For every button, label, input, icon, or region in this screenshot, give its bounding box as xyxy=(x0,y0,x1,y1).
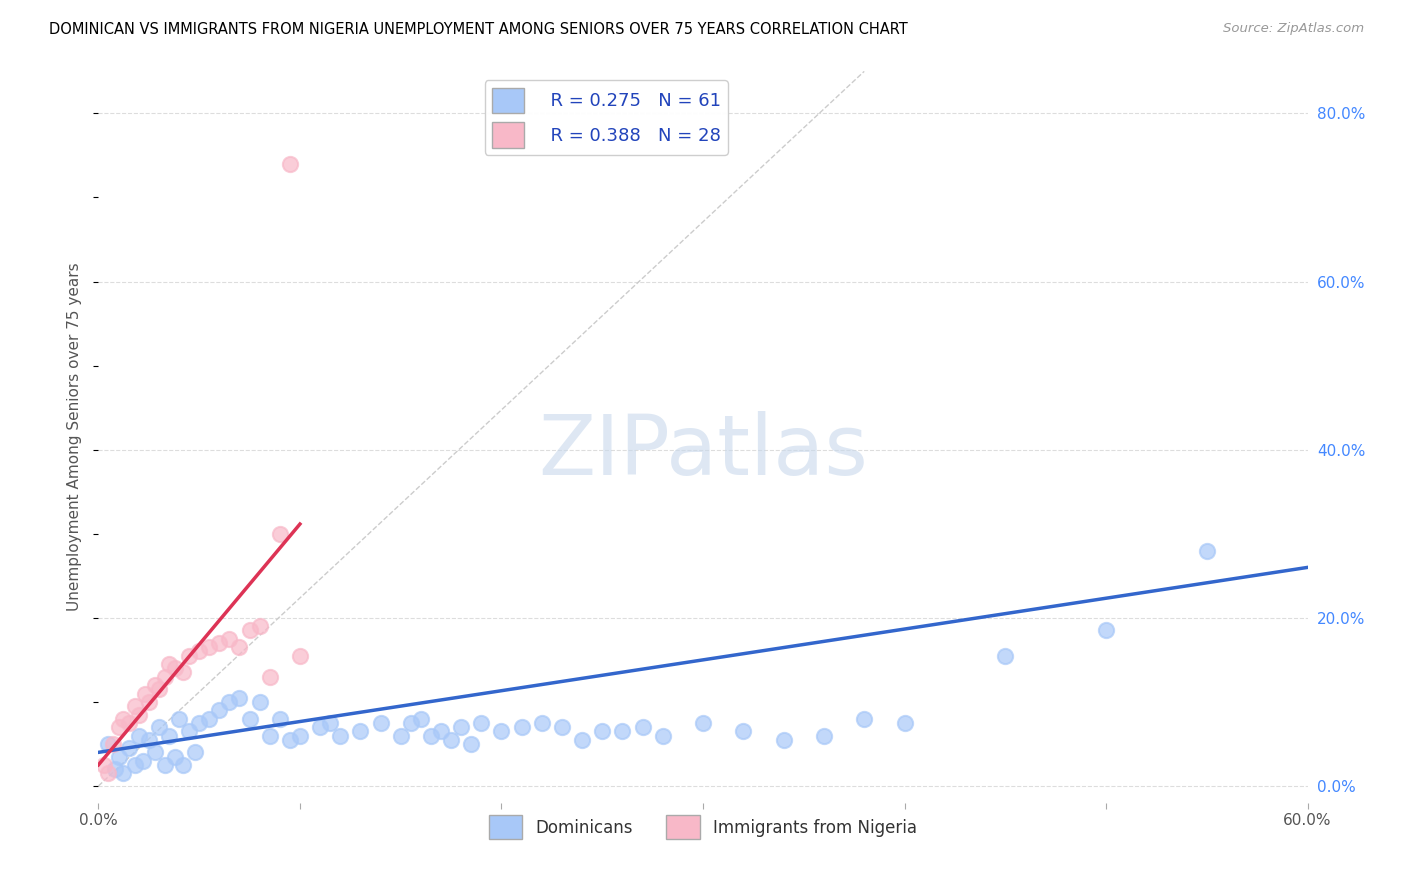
Point xyxy=(124,758,146,772)
Point xyxy=(198,640,221,655)
Point xyxy=(269,712,291,726)
Point xyxy=(591,724,613,739)
Text: ZIPatlas: ZIPatlas xyxy=(538,411,868,492)
Point xyxy=(228,690,250,705)
Point xyxy=(612,724,634,739)
Point xyxy=(409,712,432,726)
Point xyxy=(309,720,332,734)
Point xyxy=(278,157,301,171)
Point xyxy=(651,729,673,743)
Point xyxy=(571,732,593,747)
Point xyxy=(218,632,240,646)
Point xyxy=(167,712,190,726)
Point xyxy=(288,648,311,663)
Point xyxy=(259,670,281,684)
Point xyxy=(138,732,160,747)
Point xyxy=(460,737,482,751)
Point xyxy=(430,724,453,739)
Text: DOMINICAN VS IMMIGRANTS FROM NIGERIA UNEMPLOYMENT AMONG SENIORS OVER 75 YEARS CO: DOMINICAN VS IMMIGRANTS FROM NIGERIA UNE… xyxy=(49,22,908,37)
Point xyxy=(103,762,125,776)
Point xyxy=(551,720,574,734)
Point xyxy=(148,682,170,697)
Point xyxy=(153,670,176,684)
Point xyxy=(772,732,794,747)
Point xyxy=(111,712,134,726)
Point xyxy=(143,745,166,759)
Point xyxy=(153,758,176,772)
Text: Source: ZipAtlas.com: Source: ZipAtlas.com xyxy=(1223,22,1364,36)
Point xyxy=(228,640,250,655)
Point xyxy=(249,695,271,709)
Point xyxy=(111,766,134,780)
Point xyxy=(278,732,301,747)
Point xyxy=(1095,624,1118,638)
Point xyxy=(631,720,654,734)
Point xyxy=(389,729,412,743)
Point xyxy=(179,724,201,739)
Point xyxy=(692,715,714,730)
Point xyxy=(269,526,291,541)
Point xyxy=(208,703,231,717)
Point xyxy=(450,720,472,734)
Point xyxy=(172,665,194,680)
Y-axis label: Unemployment Among Seniors over 75 years: Unemployment Among Seniors over 75 years xyxy=(67,263,83,611)
Point xyxy=(101,737,124,751)
Point xyxy=(218,695,240,709)
Point xyxy=(399,715,422,730)
Point xyxy=(132,754,155,768)
Point xyxy=(128,729,150,743)
Point xyxy=(188,644,211,658)
Point xyxy=(93,758,115,772)
Point xyxy=(259,729,281,743)
Point xyxy=(157,729,180,743)
Point xyxy=(124,699,146,714)
Point xyxy=(530,715,553,730)
Point xyxy=(510,720,533,734)
Point xyxy=(188,715,211,730)
Point xyxy=(239,712,262,726)
Point xyxy=(179,648,201,663)
Point xyxy=(491,724,513,739)
Point xyxy=(994,648,1017,663)
Point xyxy=(470,715,492,730)
Point xyxy=(733,724,755,739)
Point xyxy=(288,729,311,743)
Point xyxy=(138,695,160,709)
Point xyxy=(157,657,180,671)
Point xyxy=(319,715,342,730)
Point xyxy=(107,720,129,734)
Point xyxy=(163,749,186,764)
Point xyxy=(349,724,371,739)
Point xyxy=(440,732,463,747)
Point xyxy=(370,715,392,730)
Point xyxy=(198,712,221,726)
Point xyxy=(118,715,141,730)
Point xyxy=(329,729,352,743)
Point xyxy=(97,766,120,780)
Point xyxy=(107,749,129,764)
Point xyxy=(118,741,141,756)
Point xyxy=(143,678,166,692)
Point xyxy=(239,624,262,638)
Legend: Dominicans, Immigrants from Nigeria: Dominicans, Immigrants from Nigeria xyxy=(482,809,924,846)
Point xyxy=(208,636,231,650)
Point xyxy=(172,758,194,772)
Point xyxy=(420,729,443,743)
Point xyxy=(163,661,186,675)
Point xyxy=(1195,543,1218,558)
Point xyxy=(128,707,150,722)
Point xyxy=(148,720,170,734)
Point xyxy=(184,745,207,759)
Point xyxy=(97,737,120,751)
Point xyxy=(249,619,271,633)
Point xyxy=(813,729,835,743)
Point xyxy=(134,686,156,700)
Point xyxy=(893,715,915,730)
Point xyxy=(853,712,876,726)
